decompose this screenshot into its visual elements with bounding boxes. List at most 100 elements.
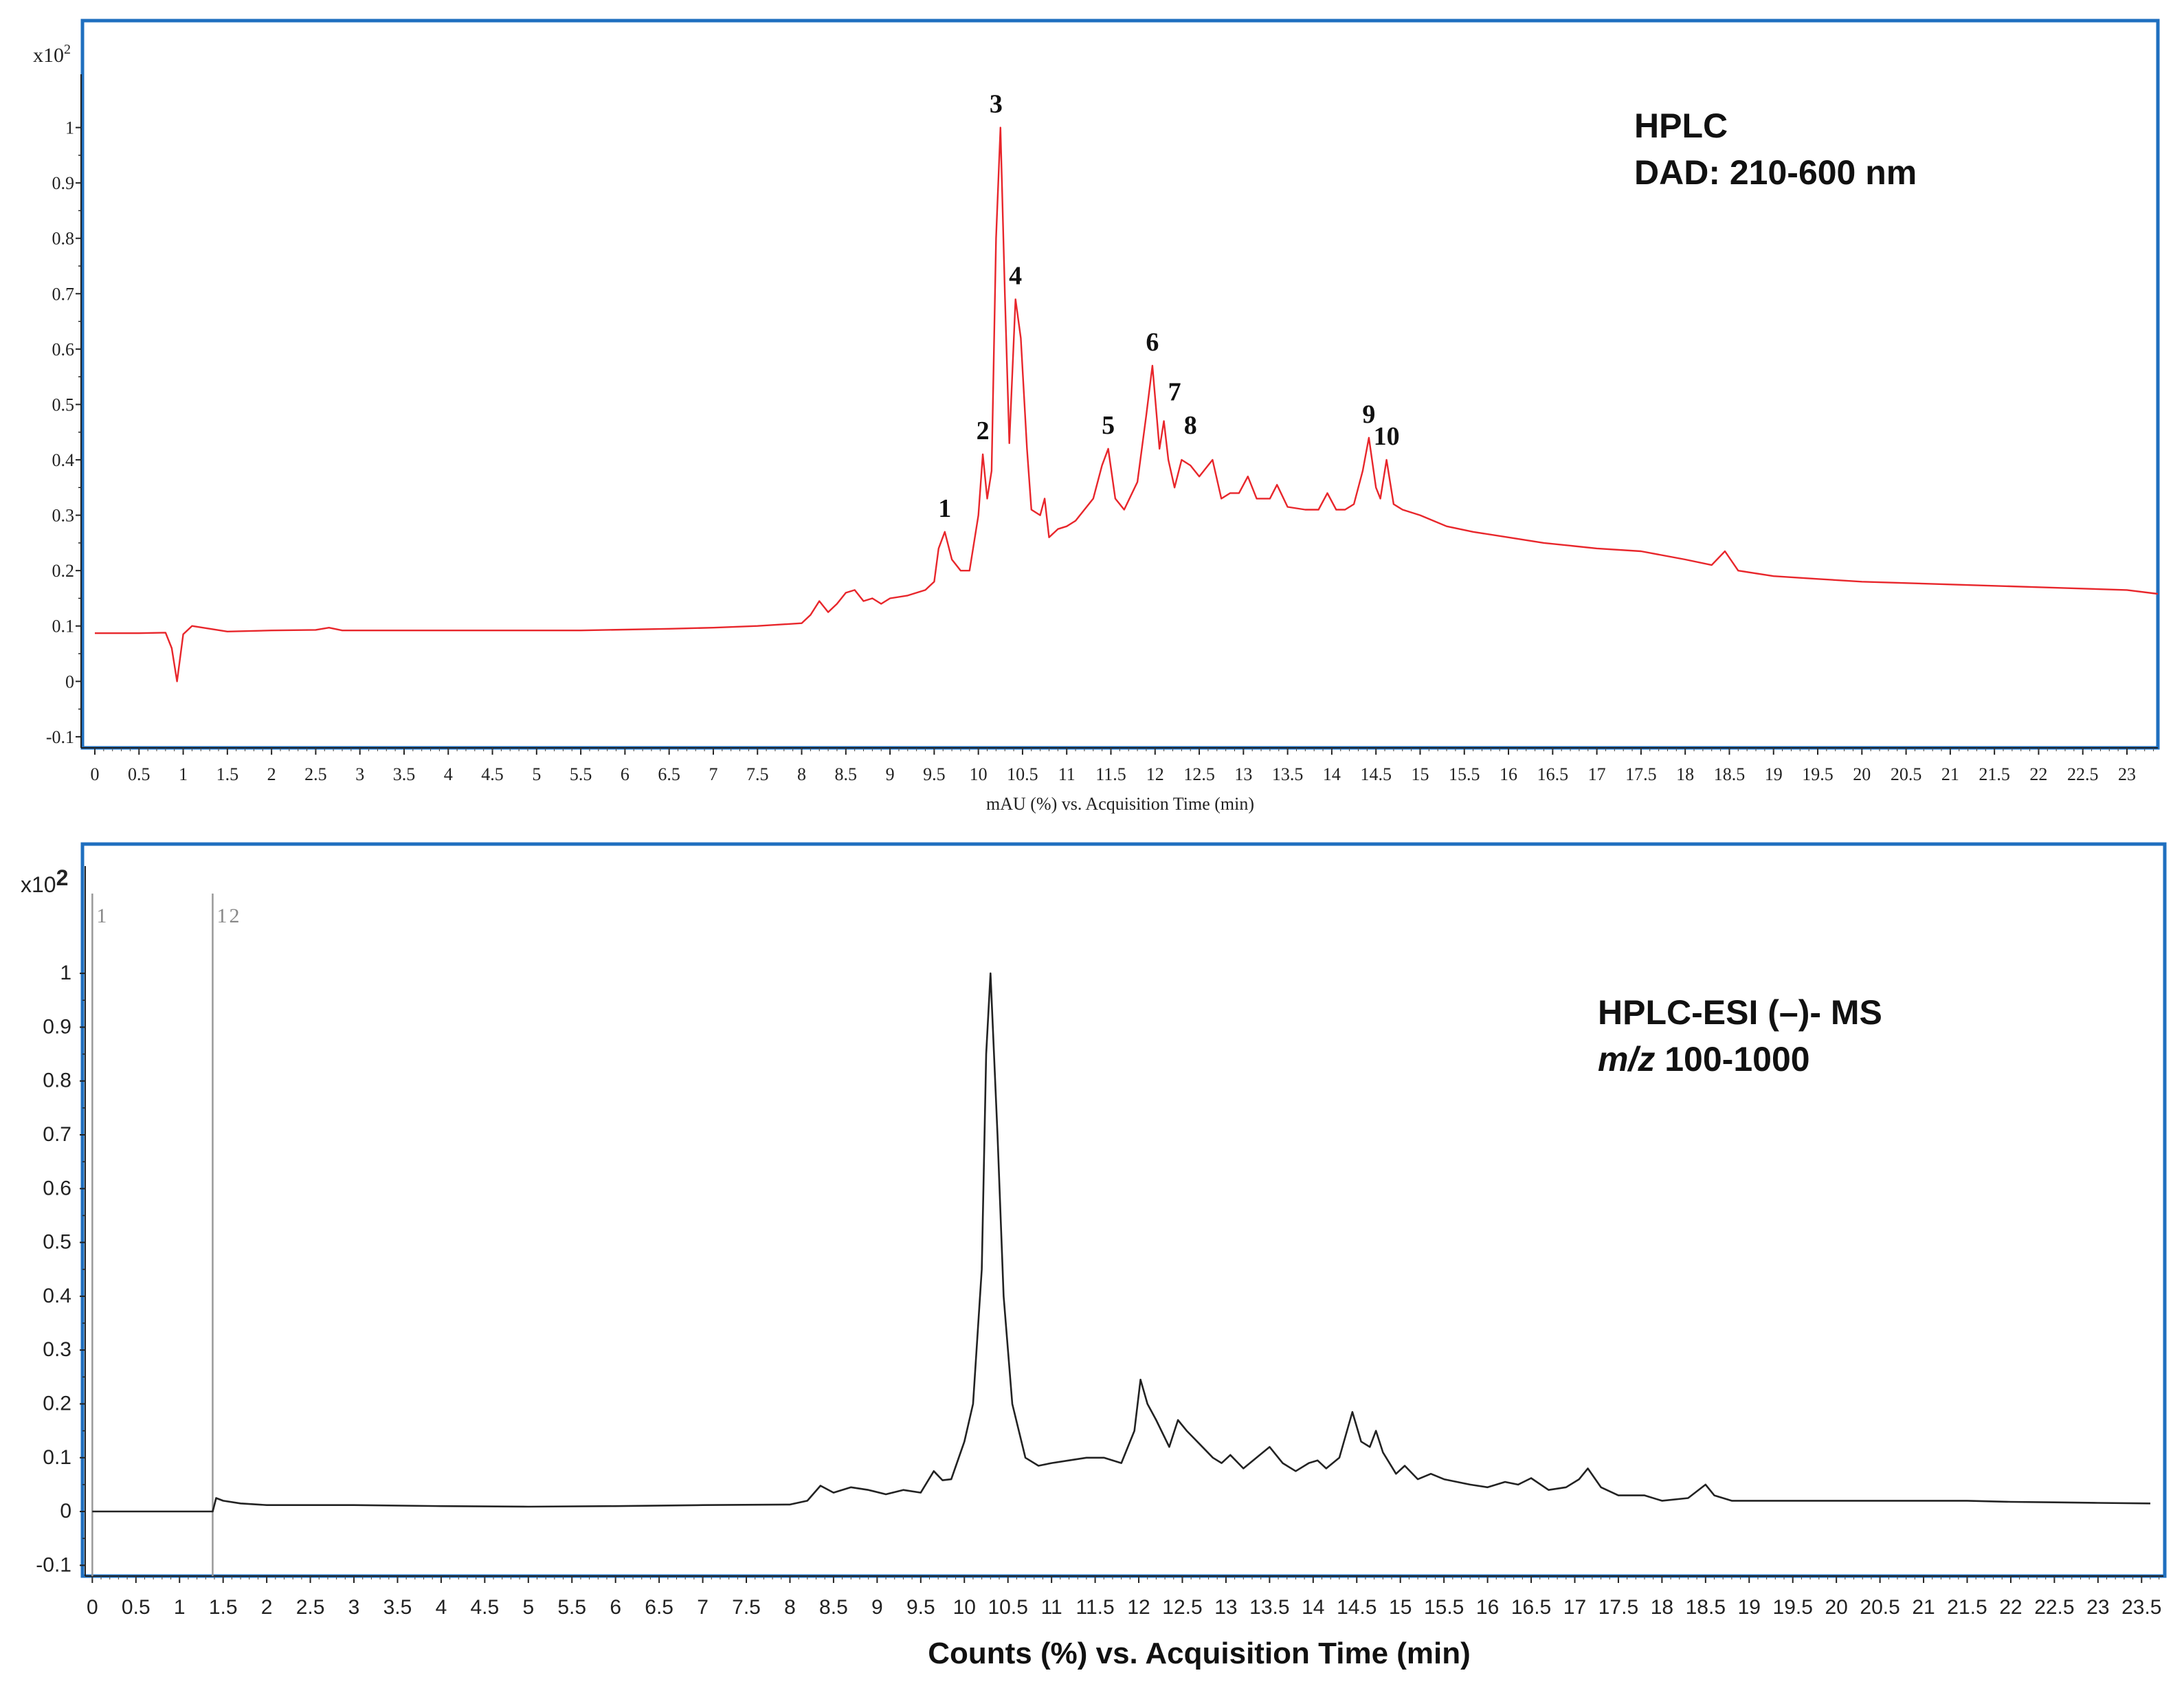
peak-label: 8	[1184, 411, 1197, 440]
y-tick-label: 0.7	[52, 284, 75, 304]
x-tick-label: 21	[1912, 1596, 1935, 1619]
tick-marks: -0.100.10.20.30.40.50.60.70.80.910 0.5 1 1.…	[36, 962, 2161, 1619]
x-tick-label: 10.5	[1007, 764, 1038, 784]
x-tick-label: 15.5	[1449, 764, 1480, 784]
x-tick-label: 10	[953, 1596, 976, 1619]
x-tick-label: 5.5	[557, 1596, 586, 1619]
peak-label: 10	[1374, 422, 1400, 451]
y-tick-label: 0	[60, 1500, 71, 1522]
x-tick-label: 0.5	[122, 1596, 151, 1619]
x-tick-label: 8.5	[835, 764, 858, 784]
x-tick-label: 3.5	[393, 764, 416, 784]
x-tick-label: 12.5	[1183, 764, 1215, 784]
x-tick-label: 16	[1500, 764, 1517, 784]
x-tick-label: 5	[532, 764, 541, 784]
x-tick-label: 13.5	[1272, 764, 1304, 784]
y-tick-label: 0.1	[43, 1446, 71, 1469]
x-tick-label: 22.5	[2067, 764, 2099, 784]
x-tick-label: 7.5	[746, 764, 769, 784]
x-tick-label: 11	[1041, 1596, 1062, 1619]
y-tick-label: 0.4	[43, 1285, 71, 1307]
tick-marks: -0.100.10.20.30.40.50.60.70.80.910 0.5 1 1.…	[46, 118, 2154, 784]
x-tick-label: 2.5	[296, 1596, 325, 1619]
x-tick-label: 6.5	[658, 764, 680, 784]
x-tick-label: 19.5	[1773, 1596, 1813, 1619]
x-tick-label: 9.5	[923, 764, 946, 784]
peak-label: 1	[938, 494, 951, 523]
axes	[85, 866, 2163, 1577]
x-tick-label: 17.5	[1598, 1596, 1638, 1619]
y-tick-label: 0.1	[52, 617, 75, 636]
x-tick-label: 22	[2029, 764, 2047, 784]
x-tick-label: 3.5	[383, 1596, 412, 1619]
annotation-title: HPLC-ESI (–)- MS	[1598, 993, 1882, 1032]
x-tick-label: 7	[697, 1596, 709, 1619]
hplc-esi-ms-chromatogram-panel: -0.100.10.20.30.40.50.60.70.80.910 0.5 1 1.…	[21, 842, 2167, 1670]
x-tick-label: 1.5	[209, 1596, 238, 1619]
plot-area: 1 2 3 4 5 678 910	[95, 90, 2159, 683]
x-tick-label: 14.5	[1360, 764, 1392, 784]
x-tick-label: 21.5	[1947, 1596, 1987, 1619]
x-tick-label: 14	[1323, 764, 1341, 784]
y-tick-label: 0.9	[52, 173, 75, 193]
annotation-subtitle: DAD: 210-600 nm	[1634, 153, 1917, 192]
time-marker-label: 1	[96, 905, 107, 927]
y-scale-label: x102	[21, 865, 68, 897]
x-tick-label: 9.5	[906, 1596, 935, 1619]
x-tick-label: 19.5	[1802, 764, 1834, 784]
x-tick-label: 18.5	[1686, 1596, 1726, 1619]
x-tick-label: 11.5	[1095, 764, 1126, 784]
x-axis-label: Counts (%) vs. Acquisition Time (min)	[928, 1637, 1471, 1670]
x-tick-label: 2	[267, 764, 276, 784]
x-tick-label: 12.5	[1162, 1596, 1202, 1619]
x-tick-label: 16	[1476, 1596, 1499, 1619]
y-tick-label: 0.7	[43, 1123, 71, 1146]
y-tick-label: 0.5	[52, 395, 75, 414]
y-tick-label: 0.3	[43, 1338, 71, 1361]
x-tick-label: 17	[1588, 764, 1606, 784]
x-tick-label: 23	[2086, 1596, 2109, 1619]
x-tick-label: 14.5	[1337, 1596, 1377, 1619]
y-tick-label: 1	[60, 962, 71, 984]
peak-label: 3	[990, 90, 1003, 119]
x-tick-label: 15	[1389, 1596, 1412, 1619]
x-tick-label: 4.5	[481, 764, 504, 784]
x-tick-label: 12	[1146, 764, 1164, 784]
x-tick-label: 6	[621, 764, 629, 784]
x-tick-label: 22	[1999, 1596, 2022, 1619]
x-tick-label: 8	[784, 1596, 796, 1619]
y-tick-label: 0.2	[43, 1392, 71, 1415]
x-tick-label: 16.5	[1537, 764, 1569, 784]
y-tick-label: 0.8	[52, 229, 75, 249]
annotation-title: HPLC	[1634, 107, 1728, 145]
x-tick-label: 4.5	[470, 1596, 499, 1619]
y-tick-label: 0.3	[52, 506, 75, 526]
y-tick-label: 0.9	[43, 1015, 71, 1038]
x-tick-label: 0	[91, 764, 100, 784]
x-tick-label: 9	[871, 1596, 883, 1619]
x-tick-label: 10	[970, 764, 988, 784]
y-tick-label: 0.4	[52, 450, 75, 470]
x-tick-label: 21	[1941, 764, 1959, 784]
time-marker-label: 2	[229, 905, 239, 927]
y-tick-label: -0.1	[36, 1553, 71, 1576]
peak-label: 9	[1362, 400, 1375, 429]
x-tick-label: 3	[355, 764, 364, 784]
peak-label: 4	[1009, 261, 1022, 290]
x-tick-label: 6	[610, 1596, 621, 1619]
x-tick-label: 18	[1676, 764, 1694, 784]
x-tick-label: 7.5	[732, 1596, 761, 1619]
x-tick-label: 11	[1058, 764, 1076, 784]
series-line	[92, 972, 2151, 1513]
peak-label: 6	[1146, 328, 1159, 357]
panel-frame	[80, 842, 2167, 1578]
x-tick-label: 15.5	[1424, 1596, 1464, 1619]
x-tick-label: 17.5	[1625, 764, 1657, 784]
x-tick-label: 20	[1853, 764, 1871, 784]
hplc-dad-chromatogram-panel: -0.100.10.20.30.40.50.60.70.80.910 0.5 1 1.…	[33, 19, 2160, 814]
time-marker-label: 1	[216, 905, 227, 927]
x-tick-label: 13	[1234, 764, 1252, 784]
x-tick-label: 23	[2118, 764, 2136, 784]
